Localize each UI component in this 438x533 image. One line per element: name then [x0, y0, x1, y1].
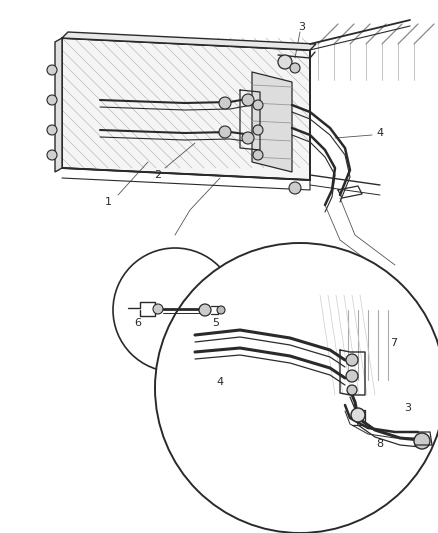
- Text: 4: 4: [376, 128, 384, 138]
- Text: 3: 3: [405, 403, 411, 413]
- Circle shape: [351, 408, 365, 422]
- Text: 5: 5: [212, 318, 219, 328]
- Circle shape: [242, 94, 254, 106]
- Circle shape: [346, 354, 358, 366]
- Circle shape: [289, 182, 301, 194]
- Circle shape: [47, 65, 57, 75]
- Circle shape: [414, 433, 430, 449]
- Polygon shape: [252, 72, 292, 172]
- Polygon shape: [62, 38, 310, 180]
- Circle shape: [278, 55, 292, 69]
- Circle shape: [153, 304, 163, 314]
- Circle shape: [219, 126, 231, 138]
- Circle shape: [47, 95, 57, 105]
- Circle shape: [155, 243, 438, 533]
- Circle shape: [347, 385, 357, 395]
- Circle shape: [47, 125, 57, 135]
- Circle shape: [253, 125, 263, 135]
- Polygon shape: [55, 38, 62, 172]
- Polygon shape: [62, 32, 316, 50]
- Circle shape: [290, 63, 300, 73]
- Text: 8: 8: [376, 439, 384, 449]
- Circle shape: [113, 248, 237, 372]
- Circle shape: [253, 100, 263, 110]
- Circle shape: [217, 306, 225, 314]
- Circle shape: [47, 150, 57, 160]
- Circle shape: [253, 150, 263, 160]
- Text: 4: 4: [216, 377, 223, 387]
- Text: 2: 2: [155, 170, 162, 180]
- Circle shape: [346, 370, 358, 382]
- Text: 3: 3: [299, 22, 305, 32]
- Text: 6: 6: [134, 318, 141, 328]
- Text: 1: 1: [105, 197, 112, 207]
- Text: 7: 7: [390, 338, 398, 348]
- Circle shape: [242, 132, 254, 144]
- Circle shape: [199, 304, 211, 316]
- Circle shape: [219, 97, 231, 109]
